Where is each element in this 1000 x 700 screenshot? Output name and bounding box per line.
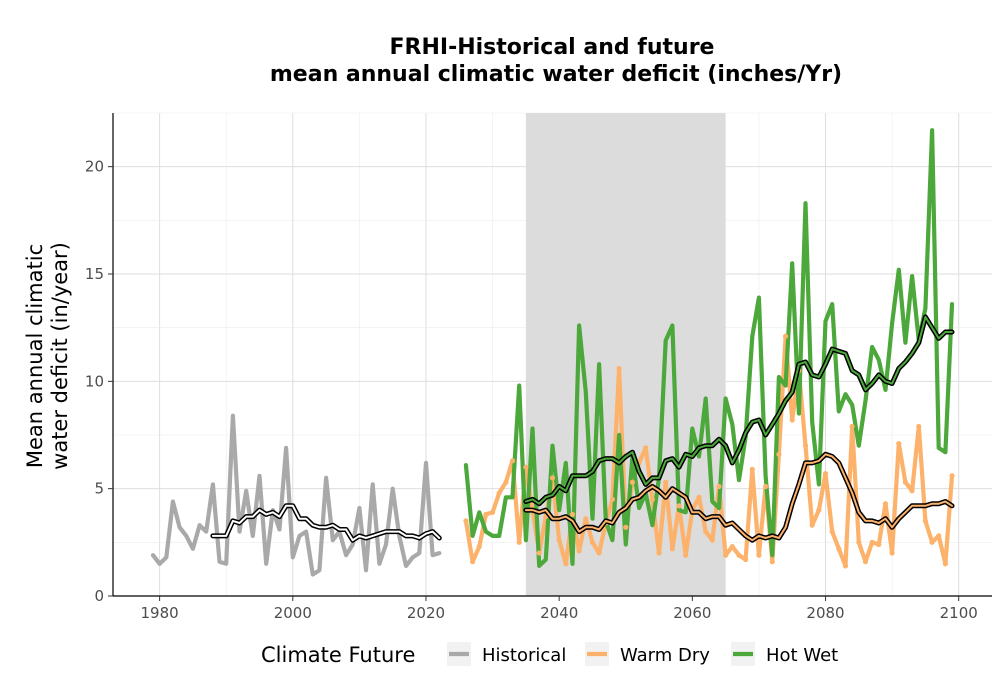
warm-dry-point bbox=[596, 550, 602, 556]
warm-dry-point bbox=[516, 539, 522, 545]
y-axis-label-line1: Mean annual climatic bbox=[23, 244, 47, 468]
x-tick-label: 2060 bbox=[673, 604, 711, 622]
plot-panel bbox=[113, 112, 992, 597]
series-line-hot-wet bbox=[463, 128, 955, 569]
warm-dry-point bbox=[649, 496, 655, 502]
series-layer bbox=[150, 128, 955, 577]
warm-dry-point bbox=[743, 556, 749, 563]
y-axis-label: Mean annual climatic water deficit (in/y… bbox=[23, 242, 72, 470]
y-tick-label: 20 bbox=[85, 158, 104, 176]
warm-dry-point bbox=[563, 561, 569, 567]
warm-dry-point bbox=[503, 479, 509, 485]
warm-dry-point bbox=[789, 417, 795, 423]
warm-dry-point bbox=[683, 552, 689, 558]
warm-dry-point bbox=[523, 464, 529, 470]
warm-dry-point bbox=[736, 552, 742, 558]
warm-dry-point bbox=[829, 529, 835, 535]
warm-dry-point bbox=[536, 550, 542, 556]
legend-label-hot-wet: Hot Wet bbox=[766, 645, 838, 666]
warm-dry-point bbox=[549, 475, 556, 481]
series-line-historical bbox=[150, 413, 442, 577]
warm-dry-point bbox=[922, 518, 929, 524]
warm-dry-point bbox=[802, 443, 809, 449]
warm-dry-point bbox=[842, 563, 849, 569]
warm-dry-point bbox=[729, 544, 735, 550]
x-tick-label: 2020 bbox=[407, 604, 445, 622]
warm-dry-point bbox=[576, 548, 582, 554]
chart-title: FRHI-Historical and future bbox=[390, 35, 715, 60]
warm-dry-point bbox=[856, 539, 862, 545]
warm-dry-point bbox=[696, 494, 702, 500]
x-tick-label: 2000 bbox=[274, 604, 312, 622]
warm-dry-point bbox=[809, 522, 815, 528]
warm-dry-point bbox=[816, 507, 822, 513]
warm-dry-point bbox=[909, 488, 915, 494]
warm-dry-point bbox=[769, 559, 775, 565]
warm-dry-point bbox=[709, 537, 715, 543]
y-tick-label: 10 bbox=[85, 372, 104, 390]
warm-dry-point bbox=[469, 559, 476, 565]
warm-dry-point bbox=[629, 479, 636, 485]
warm-dry-point bbox=[556, 537, 562, 543]
warm-dry-point bbox=[836, 546, 842, 552]
warm-dry-point bbox=[476, 544, 482, 550]
warm-dry-point bbox=[749, 466, 755, 472]
smoothed-line-warm-dry bbox=[524, 453, 953, 542]
warm-dry-point bbox=[669, 546, 675, 552]
warm-dry-point bbox=[762, 483, 769, 490]
warm-dry-point bbox=[663, 479, 669, 485]
warm-dry-point bbox=[782, 333, 789, 339]
warm-dry-point bbox=[716, 483, 722, 490]
warm-dry-point bbox=[849, 423, 855, 430]
x-tick-label: 2040 bbox=[540, 604, 578, 622]
warm-dry-point bbox=[463, 518, 469, 524]
warm-dry-point bbox=[569, 511, 576, 518]
legend: Climate Future Historical Warm Dry Hot Wet bbox=[261, 642, 838, 667]
chart-subtitle: mean annual climatic water deficit (inch… bbox=[270, 62, 842, 87]
axes: 1980 2000 2020 2040 2060 2080 2100 0 5 10 15 20 bbox=[85, 113, 992, 622]
warm-dry-point bbox=[882, 501, 889, 507]
x-tick-label: 2100 bbox=[940, 604, 978, 622]
warm-dry-point bbox=[936, 533, 942, 539]
warm-dry-point bbox=[496, 490, 502, 496]
warm-dry-point bbox=[896, 440, 902, 447]
legend-label-warm-dry: Warm Dry bbox=[620, 645, 710, 666]
warm-dry-point bbox=[656, 550, 662, 556]
warm-dry-point bbox=[703, 529, 709, 535]
y-tick-label: 5 bbox=[94, 480, 104, 498]
warm-dry-point bbox=[929, 539, 935, 545]
legend-label-historical: Historical bbox=[482, 645, 566, 666]
warm-dry-point bbox=[916, 423, 922, 430]
warm-dry-point bbox=[643, 445, 649, 451]
warm-dry-point bbox=[776, 451, 782, 457]
warm-dry-point bbox=[756, 552, 762, 558]
warm-dry-point bbox=[889, 550, 895, 556]
warm-dry-point bbox=[509, 458, 516, 464]
warm-dry-point bbox=[489, 509, 496, 515]
y-tick-label: 15 bbox=[85, 265, 104, 283]
warm-dry-point bbox=[949, 473, 955, 479]
y-axis-label-line2: water deficit (in/year) bbox=[48, 242, 72, 470]
warm-dry-point bbox=[616, 365, 622, 372]
legend-title: Climate Future bbox=[261, 643, 415, 667]
warm-dry-point bbox=[876, 541, 882, 548]
warm-dry-point bbox=[483, 511, 489, 518]
x-tick-label: 2080 bbox=[806, 604, 844, 622]
warm-dry-point bbox=[723, 552, 729, 558]
warm-dry-point bbox=[869, 539, 875, 545]
warm-dry-point bbox=[942, 561, 948, 567]
y-tick-label: 0 bbox=[94, 587, 104, 605]
warm-dry-point bbox=[862, 559, 869, 565]
warm-dry-point bbox=[589, 539, 596, 545]
warm-dry-point bbox=[583, 516, 589, 522]
x-tick-label: 1980 bbox=[141, 604, 179, 622]
smoothed-line-hot-wet bbox=[524, 315, 953, 505]
warm-dry-point bbox=[902, 479, 909, 485]
smoothed-line-historical bbox=[211, 504, 441, 542]
warm-dry-point bbox=[676, 503, 682, 509]
warm-dry-point bbox=[623, 524, 629, 530]
warm-dry-point bbox=[609, 496, 616, 502]
warm-dry-point bbox=[822, 471, 829, 477]
